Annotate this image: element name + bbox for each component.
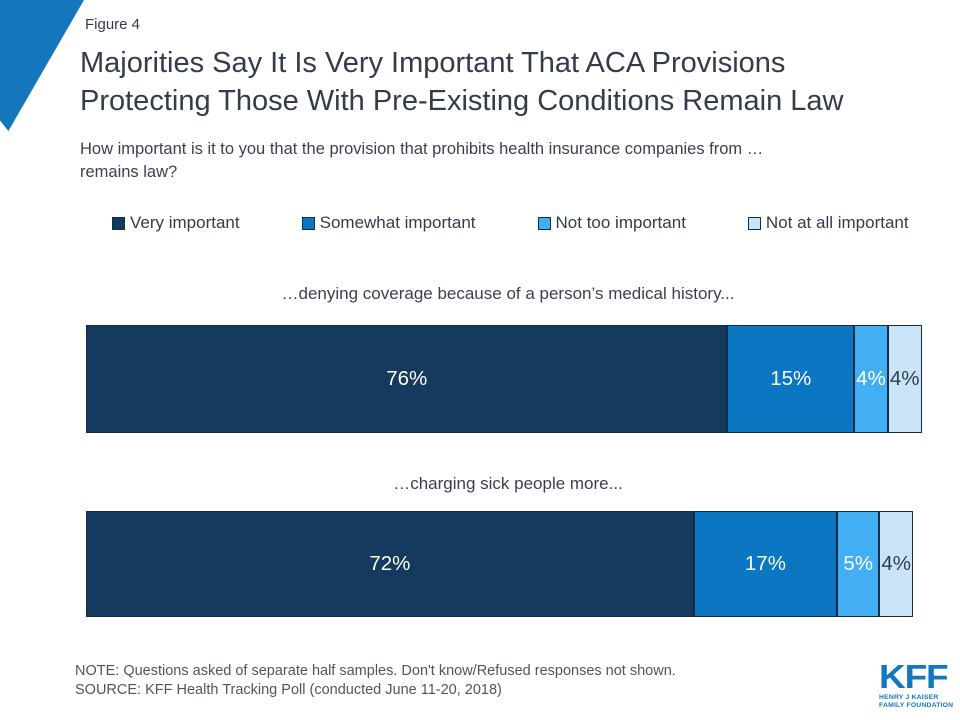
kff-corner-triangle-decoration [0, 0, 84, 131]
bar-segment-not-too-important: 4% [854, 325, 888, 433]
kff-logo-wordmark: KFF [879, 658, 949, 695]
stacked-bar-denying-coverage: 76% 15% 4% 4% [86, 325, 930, 433]
legend: Very important Somewhat important Not too … [112, 213, 909, 233]
bar-category-label-charging-more: …charging sick people more... [393, 474, 623, 493]
bar-segment-very-important: 76% [86, 325, 728, 433]
bar-value-label: 76% [386, 367, 428, 390]
bar-value-label: 72% [369, 552, 411, 575]
bar-segment-somewhat-important: 15% [727, 325, 855, 433]
bar-value-label: 17% [744, 552, 786, 575]
legend-label: Not at all important [765, 213, 909, 232]
bar-value-label: 4% [881, 552, 912, 575]
legend-swatch-icon [112, 216, 125, 230]
bar-value-label: 15% [770, 367, 812, 390]
footnotes: NOTE: Questions asked of separate half s… [75, 662, 676, 699]
legend-item: Somewhat important [301, 213, 476, 233]
bar-segment-somewhat-important: 17% [693, 511, 838, 617]
legend-label: Somewhat important [319, 213, 476, 232]
legend-item: Very important [112, 213, 240, 233]
bar-value-label: 4% [889, 367, 920, 390]
bar-category-label-denying-coverage: …denying coverage because of a person’s … [281, 284, 735, 303]
kff-logo-tagline: HENRY J KAISER FAMILY FOUNDATION [879, 694, 954, 709]
bar-segment-not-at-all-important: 4% [887, 325, 922, 433]
source-line: SOURCE: KFF Health Tracking Poll (conduc… [75, 681, 502, 698]
bar-value-label: 5% [843, 552, 874, 575]
stacked-bar-charging-more: 72% 17% 5% 4% [86, 511, 930, 617]
legend-label: Not too important [555, 213, 686, 232]
bar-segment-not-at-all-important: 4% [879, 511, 914, 617]
chart-subtitle: How important is it to you that the prov… [80, 140, 764, 181]
figure-label: Figure 4 [85, 16, 141, 33]
chart-title: Majorities Say It Is Very Important That… [80, 47, 844, 117]
legend-item: Not too important [537, 213, 686, 233]
kff-logo: KFF HENRY J KAISER FAMILY FOUNDATION [879, 660, 954, 710]
legend-swatch-icon [747, 216, 761, 230]
note-line: NOTE: Questions asked of separate half s… [75, 663, 676, 679]
bar-segment-very-important: 72% [86, 511, 694, 617]
bar-segment-not-too-important: 5% [837, 511, 880, 617]
legend-swatch-icon [537, 216, 551, 230]
legend-item: Not at all important [747, 213, 909, 233]
legend-swatch-icon [301, 216, 315, 230]
bar-value-label: 4% [856, 367, 886, 390]
legend-label: Very important [130, 213, 240, 232]
